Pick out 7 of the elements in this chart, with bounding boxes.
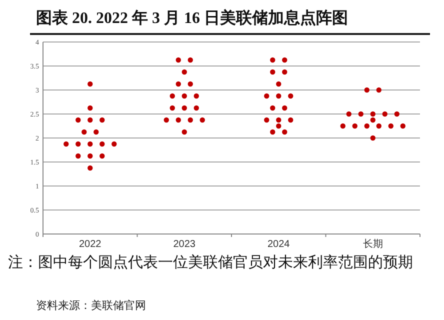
x-tick-label: 2024 bbox=[268, 239, 290, 250]
text: 资料来源：美联储官网 bbox=[36, 298, 146, 313]
x-tick-label: 长期 bbox=[362, 238, 383, 250]
text: 注：图中每个圆点代表一位美联储官员对未来利率范围的预期 bbox=[8, 253, 414, 273]
x-tick-label: 2023 bbox=[173, 239, 196, 250]
x-tick-label: 2022 bbox=[79, 239, 102, 250]
chart-title: 图表 20. 2022 年 3 月 16 日美联储加息点阵图 bbox=[36, 8, 348, 29]
